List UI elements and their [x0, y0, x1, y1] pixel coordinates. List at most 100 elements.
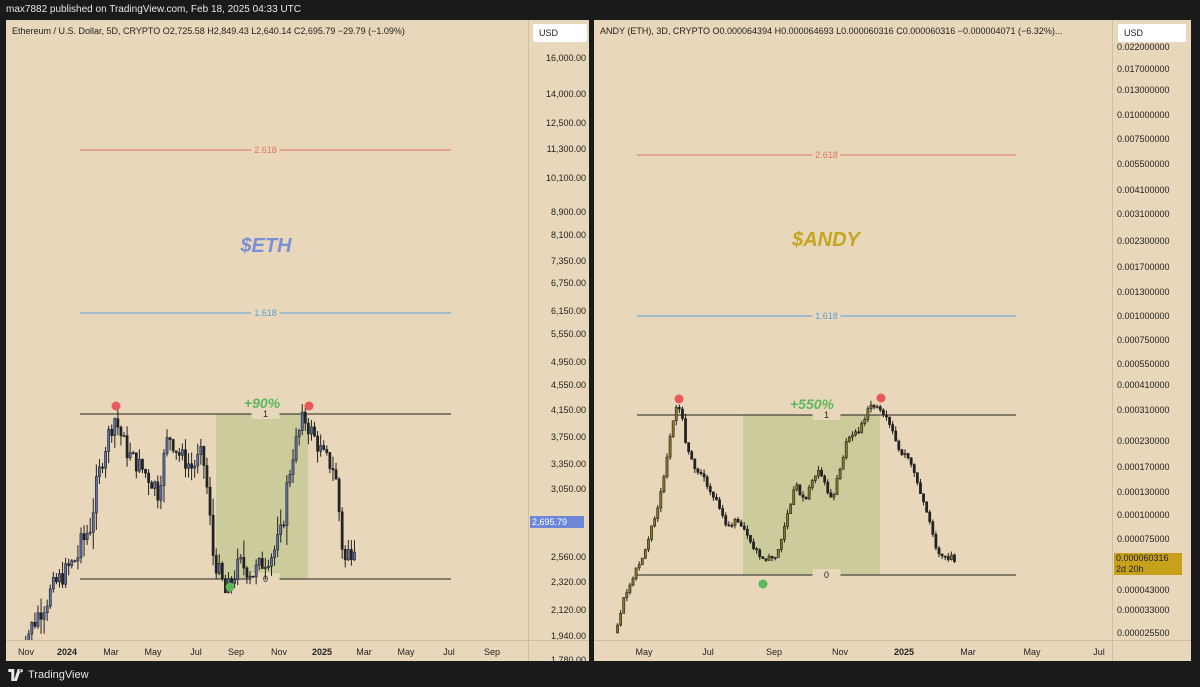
andy-candle — [940, 553, 944, 560]
andy-candle — [625, 589, 629, 602]
eth-y-tick: 10,100.00 — [545, 173, 586, 183]
andy-chart-panel[interactable]: 2.618 1.618 1 0 $ANDY +550% ANDY (ETH), 3D, C… — [594, 20, 1191, 661]
andy-candle — [817, 465, 820, 479]
eth-candle — [350, 540, 353, 566]
eth-candle — [190, 452, 193, 481]
andy-time-axis[interactable]: May Jul Sep Nov 2025 Mar May Jul — [594, 640, 1112, 661]
andy-currency-button[interactable]: USD — [1118, 24, 1186, 42]
eth-y-tick: 3,350.00 — [550, 459, 586, 469]
eth-candle — [260, 551, 264, 569]
eth-candle — [346, 540, 350, 562]
andy-candle — [897, 439, 901, 453]
eth-candle — [70, 559, 74, 569]
eth-candle — [193, 459, 197, 478]
andy-price-axis[interactable]: 0.022000000 0.017000000 0.013000000 0.01000… — [1112, 20, 1191, 640]
eth-price-axis[interactable]: 16,000.00 14,000.00 12,500.00 11,300.00 10,1… — [528, 20, 589, 661]
eth-candle — [39, 598, 43, 634]
eth-candle — [282, 520, 286, 529]
eth-candle — [233, 570, 237, 589]
andy-y-tick: 0.002300000 — [1117, 236, 1170, 246]
andy-candle — [807, 484, 811, 501]
eth-candle — [248, 571, 252, 585]
andy-candle — [656, 504, 660, 522]
eth-x-tick: Mar — [103, 647, 119, 657]
tradingview-brand: TradingView — [28, 669, 89, 681]
eth-y-tick: 16,000.00 — [545, 53, 586, 63]
andy-candle — [721, 504, 725, 519]
eth-pivot-dot — [225, 582, 235, 592]
andy-countdown: 2d 20h — [1116, 564, 1144, 574]
andy-candle — [869, 400, 873, 413]
andy-x-tick: Jul — [1093, 647, 1105, 657]
andy-candle — [925, 501, 929, 513]
eth-candle — [171, 438, 175, 454]
andy-candle — [847, 435, 851, 443]
andy-candle — [928, 509, 932, 525]
eth-candle — [208, 476, 212, 526]
andy-fib-label: 1 — [824, 410, 829, 420]
andy-y-tick: 0.007500000 — [1117, 134, 1170, 144]
andy-candle — [792, 486, 796, 506]
andy-candle — [761, 556, 765, 560]
eth-x-tick: Jul — [443, 647, 455, 657]
eth-candle — [196, 443, 200, 474]
eth-candle — [322, 440, 326, 451]
andy-fib-label: 2.618 — [815, 150, 838, 160]
andy-candle — [779, 538, 783, 553]
andy-candle — [810, 478, 814, 491]
andy-x-tick: 2025 — [893, 647, 915, 657]
eth-candle — [116, 407, 120, 436]
eth-candle — [334, 462, 338, 480]
eth-y-tick: 2,560.00 — [550, 552, 586, 562]
eth-candle — [79, 527, 83, 564]
andy-candle — [736, 516, 740, 523]
andy-candle — [752, 538, 755, 551]
andy-plot-area[interactable]: 2.618 1.618 1 0 $ANDY +550% — [594, 20, 1112, 640]
eth-y-tick: 4,950.00 — [550, 357, 586, 367]
andy-candle — [749, 534, 752, 544]
tradingview-logo-icon — [8, 669, 23, 681]
eth-candle — [144, 468, 147, 478]
eth-candle — [202, 445, 206, 479]
andy-last-price-tag: 0.000060316 2d 20h — [1114, 553, 1182, 575]
andy-candle — [832, 492, 836, 501]
eth-candle — [64, 557, 68, 588]
eth-candle — [220, 561, 224, 582]
eth-candle — [337, 476, 341, 522]
eth-currency-button[interactable]: USD — [533, 24, 587, 42]
andy-fib-label-bg — [812, 569, 841, 580]
andy-y-tick: 0.000025500 — [1117, 628, 1170, 638]
andy-y-tick: 0.013000000 — [1117, 85, 1170, 95]
andy-pivot-dot — [876, 393, 886, 403]
eth-candle — [288, 469, 292, 488]
eth-candle — [147, 469, 150, 496]
eth-candle — [294, 427, 298, 464]
eth-candle — [94, 464, 98, 530]
andy-candle — [699, 469, 703, 476]
andy-fib-label-bg — [812, 149, 841, 160]
andy-candle — [826, 479, 830, 495]
eth-y-tick: 14,000.00 — [545, 89, 586, 99]
andy-x-tick: May — [635, 647, 653, 657]
andy-candle — [767, 553, 771, 561]
eth-y-tick: 4,150.00 — [550, 405, 586, 415]
andy-x-tick: Mar — [960, 647, 976, 657]
andy-candle — [875, 404, 879, 409]
andy-candle — [745, 525, 749, 540]
eth-candle — [257, 557, 261, 571]
eth-candle — [156, 475, 160, 509]
eth-last-price-tag: 2,695.79 — [530, 516, 584, 528]
eth-x-tick: Sep — [483, 647, 501, 657]
eth-candle — [313, 421, 316, 438]
andy-candle — [888, 416, 891, 428]
andy-candle — [900, 448, 904, 456]
eth-y-tick: 8,100.00 — [550, 230, 586, 240]
eth-time-axis[interactable]: Nov 2024 Mar May Jul Sep Nov 2025 Mar May Jul Sep — [6, 640, 528, 661]
eth-candle — [36, 605, 40, 629]
andy-candle — [857, 427, 861, 435]
andy-y-tick: 0.017000000 — [1117, 64, 1170, 74]
eth-y-tick: 11,300.00 — [546, 144, 586, 154]
eth-y-tick: 1,780.00 — [550, 655, 586, 661]
